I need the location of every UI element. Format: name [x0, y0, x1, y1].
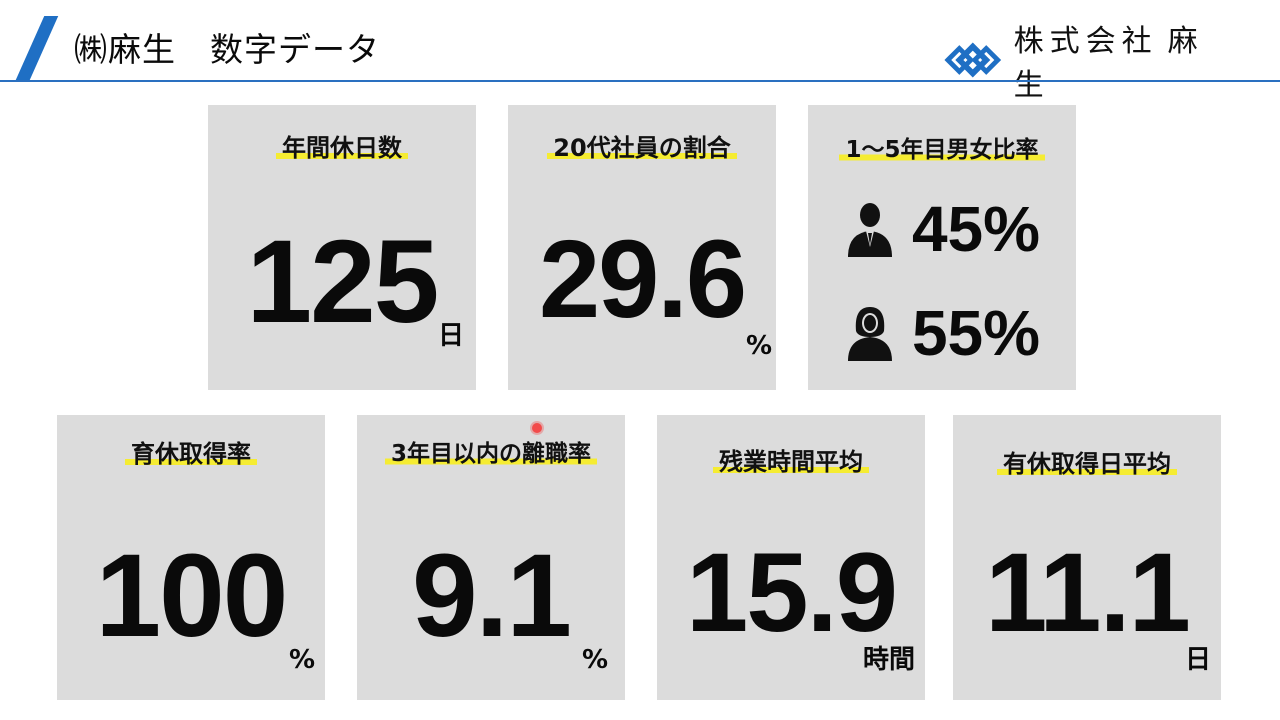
- card-unit: %: [289, 645, 316, 675]
- card-value: 100: [95, 530, 289, 662]
- page-title: ㈱麻生 数字データ: [74, 30, 380, 69]
- male-user-icon: [847, 203, 892, 257]
- company-prefix: 株式会社: [1013, 24, 1158, 59]
- company-main-name: 麻 生: [1013, 24, 1216, 103]
- card-value: 15.9: [686, 530, 898, 655]
- diamond-logo-icon: [944, 42, 1002, 78]
- card-unit: %: [582, 645, 609, 675]
- card-title: 有休取得日平均: [997, 450, 1177, 478]
- card-overtime-average: 残業時間平均 15.9 時間: [657, 415, 925, 700]
- male-ratio-value: 45%: [911, 193, 1041, 265]
- header-divider: [0, 80, 1280, 82]
- company-logo: 株式会社麻 生: [944, 16, 1280, 104]
- card-unit: 日: [438, 321, 465, 351]
- card-childcare-leave: 育休取得率 100 %: [57, 415, 325, 700]
- female-ratio-row: 55%: [808, 301, 1076, 365]
- card-twenties-ratio: 20代社員の割合 29.6 %: [508, 105, 776, 390]
- header-accent-slash: [15, 16, 59, 80]
- card-unit: %: [746, 331, 773, 361]
- company-name: 株式会社麻 生: [1014, 16, 1280, 104]
- card-title: 1～5年目男女比率: [839, 137, 1045, 163]
- card-unit: 日: [1185, 645, 1212, 675]
- card-title: 3年目以内の離職率: [384, 441, 597, 467]
- card-value: 125: [246, 216, 440, 348]
- card-title: 残業時間平均: [713, 448, 869, 476]
- card-unit: 時間: [863, 645, 916, 675]
- male-ratio-row: 45%: [808, 197, 1076, 261]
- card-paid-leave-average: 有休取得日平均 11.1 日: [953, 415, 1221, 700]
- card-title: 20代社員の割合: [547, 134, 737, 162]
- card-value: 29.6: [538, 218, 747, 341]
- slide-header: ㈱麻生 数字データ 株式会社麻 生: [0, 0, 1280, 103]
- card-value: 11.1: [985, 530, 1191, 655]
- card-title: 育休取得率: [125, 440, 257, 468]
- card-annual-holidays: 年間休日数 125 日: [208, 105, 476, 390]
- female-user-icon: [847, 307, 892, 361]
- pointer-cursor: [532, 423, 542, 433]
- card-title: 年間休日数: [276, 134, 408, 162]
- card-turnover-rate: 3年目以内の離職率 9.1 %: [357, 415, 625, 700]
- card-gender-ratio: 1～5年目男女比率 45% 55%: [808, 105, 1076, 390]
- card-value: 9.1: [411, 530, 572, 662]
- female-ratio-value: 55%: [911, 297, 1041, 369]
